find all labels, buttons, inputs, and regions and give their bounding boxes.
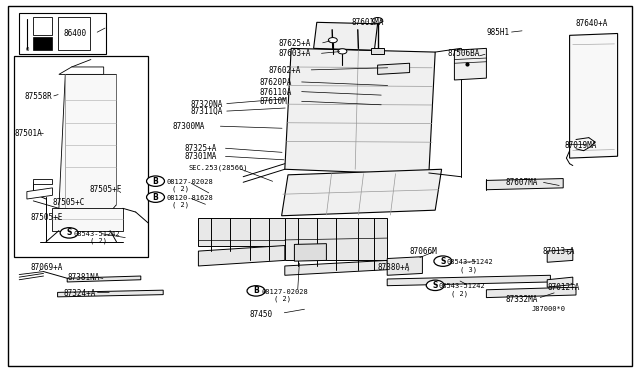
Bar: [58, 17, 90, 50]
Text: 87602+A: 87602+A: [269, 66, 301, 75]
Polygon shape: [294, 244, 326, 261]
Polygon shape: [67, 276, 141, 282]
Circle shape: [147, 192, 164, 202]
Text: 87505+C: 87505+C: [52, 198, 85, 207]
Text: 87610M: 87610M: [259, 97, 287, 106]
Text: 87640+A: 87640+A: [576, 19, 609, 28]
Polygon shape: [59, 74, 116, 212]
Text: 87324+A: 87324+A: [64, 289, 97, 298]
Text: 08120-81628: 08120-81628: [166, 195, 213, 201]
Text: 08543-51242: 08543-51242: [438, 283, 485, 289]
Circle shape: [247, 286, 265, 296]
Polygon shape: [285, 260, 387, 275]
Polygon shape: [486, 287, 576, 298]
Polygon shape: [27, 188, 52, 199]
Text: S: S: [67, 228, 72, 237]
Polygon shape: [198, 246, 285, 266]
Text: B: B: [253, 286, 259, 295]
Polygon shape: [547, 249, 573, 262]
Text: ( 2): ( 2): [274, 296, 291, 302]
Text: 87311QA: 87311QA: [191, 107, 223, 116]
Polygon shape: [547, 277, 573, 287]
Polygon shape: [486, 179, 563, 190]
Text: 87501A: 87501A: [14, 129, 42, 138]
Text: 86400: 86400: [64, 29, 87, 38]
Text: 0: 0: [25, 47, 29, 52]
Text: 87603+A: 87603+A: [278, 49, 311, 58]
Circle shape: [147, 176, 164, 186]
Bar: [33, 17, 52, 35]
Circle shape: [426, 280, 444, 291]
Circle shape: [434, 256, 452, 266]
Polygon shape: [198, 218, 285, 246]
Text: 08543-51242: 08543-51242: [74, 231, 120, 237]
Text: 08127-02028: 08127-02028: [166, 179, 213, 185]
Bar: [33, 37, 52, 50]
Text: 87019MA: 87019MA: [564, 141, 597, 150]
Text: 87450: 87450: [250, 310, 273, 319]
Text: ( 3): ( 3): [460, 266, 477, 273]
Polygon shape: [282, 169, 442, 216]
Circle shape: [60, 228, 78, 238]
Text: 87381NA: 87381NA: [67, 273, 100, 282]
Polygon shape: [58, 290, 163, 297]
Text: 87066M: 87066M: [410, 247, 437, 256]
Text: B: B: [153, 177, 158, 186]
Text: 876110A: 876110A: [259, 88, 292, 97]
Polygon shape: [387, 257, 422, 275]
Text: ( 2): ( 2): [172, 201, 189, 208]
Text: ( 2): ( 2): [172, 186, 189, 192]
Text: 87505+E: 87505+E: [31, 213, 63, 222]
Text: 87625+A: 87625+A: [278, 39, 311, 48]
Polygon shape: [378, 63, 410, 74]
Text: ( 2): ( 2): [451, 290, 468, 297]
Text: 87601MA: 87601MA: [352, 18, 385, 27]
Text: J87000*0: J87000*0: [531, 306, 565, 312]
Polygon shape: [52, 208, 123, 231]
Text: 87558R: 87558R: [24, 92, 52, 101]
Text: 87380+A: 87380+A: [378, 263, 410, 272]
Text: 87069+A: 87069+A: [31, 263, 63, 272]
Polygon shape: [387, 275, 550, 286]
Text: 985H1: 985H1: [486, 28, 509, 37]
Bar: [19, 13, 106, 54]
Text: B: B: [153, 193, 158, 202]
Text: 87332MA: 87332MA: [506, 295, 538, 304]
Text: 87506BA: 87506BA: [448, 49, 481, 58]
Polygon shape: [314, 22, 378, 50]
Polygon shape: [454, 48, 486, 80]
Text: 87012+A: 87012+A: [547, 283, 580, 292]
Polygon shape: [59, 67, 104, 74]
Circle shape: [372, 17, 383, 23]
Text: S: S: [433, 281, 438, 290]
Circle shape: [338, 49, 347, 54]
Text: 87301MA: 87301MA: [184, 153, 217, 161]
Polygon shape: [285, 218, 387, 260]
Text: 87325+A: 87325+A: [184, 144, 217, 153]
Text: S: S: [440, 257, 445, 266]
Text: 87320NA: 87320NA: [191, 100, 223, 109]
Polygon shape: [570, 33, 618, 158]
Text: 08127-02028: 08127-02028: [261, 289, 308, 295]
Bar: [14, 56, 148, 257]
Text: 08543-51242: 08543-51242: [447, 259, 493, 265]
Polygon shape: [371, 48, 384, 54]
Text: 87620PA: 87620PA: [259, 78, 292, 87]
Text: ( 2): ( 2): [90, 237, 107, 244]
Text: 87607MA: 87607MA: [506, 178, 538, 187]
Circle shape: [328, 38, 337, 43]
Text: 87013+A: 87013+A: [543, 247, 575, 256]
Text: 87300MA: 87300MA: [173, 122, 205, 131]
Polygon shape: [285, 48, 435, 175]
Text: SEC.253(28566): SEC.253(28566): [189, 165, 248, 171]
Text: 87505+F: 87505+F: [90, 185, 122, 194]
Polygon shape: [33, 179, 52, 184]
